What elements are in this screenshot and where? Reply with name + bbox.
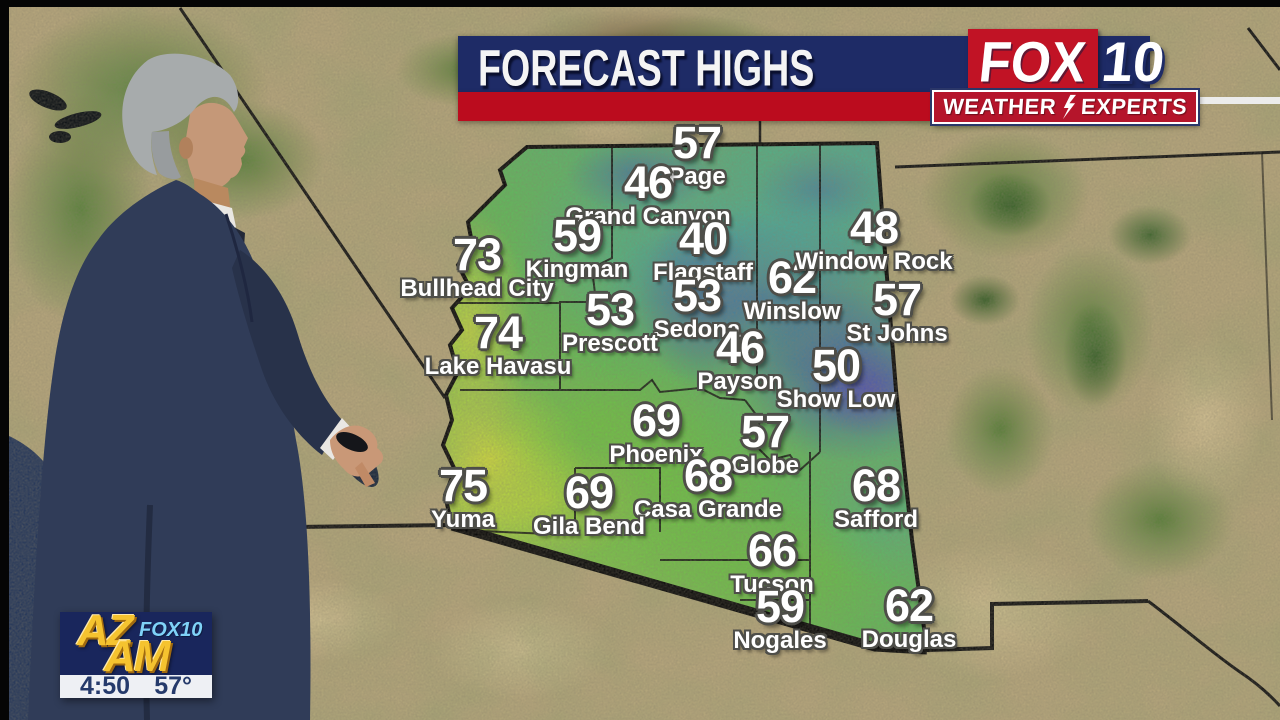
weather-experts-badge: WEATHER EXPERTS (932, 90, 1198, 124)
presenter-face (185, 102, 248, 189)
lightning-icon (1062, 94, 1076, 120)
time-temp-strip: 4:50 57° (60, 672, 212, 700)
presenter-clicker (336, 431, 368, 453)
azam-logo: AZ FOX10 AM (60, 612, 212, 675)
clock-time: 4:50 (80, 672, 131, 700)
presenter-lapel (224, 213, 254, 323)
fox-10-text: 10 (1098, 30, 1168, 93)
header-accent-line (1198, 97, 1280, 104)
fox-logo-text: FOX (976, 28, 1090, 94)
presenter-finger (355, 462, 375, 487)
presenter-ear (179, 137, 193, 159)
weather-label: WEATHER (942, 94, 1057, 119)
presenter-hair-back (151, 131, 181, 180)
banner-red-stripe (458, 92, 932, 121)
presenter-hair (122, 53, 239, 175)
frame-edge-top (0, 0, 1280, 7)
experts-label: EXPERTS (1080, 94, 1189, 119)
presenter-jacket (28, 180, 311, 720)
presenter-arm (232, 250, 342, 455)
azam-fox10-text: FOX10 (139, 619, 203, 641)
azam-am-text: AM (104, 632, 170, 675)
fox-logo: FOX (968, 29, 1098, 93)
frame-edge-left (0, 0, 9, 720)
azam-az-text: AZ (77, 612, 134, 655)
station-bug: AZ FOX10 AM 4:50 57° (60, 612, 212, 700)
page-title: FORECAST HIGHS (478, 39, 815, 97)
current-temp: 57° (154, 672, 192, 700)
